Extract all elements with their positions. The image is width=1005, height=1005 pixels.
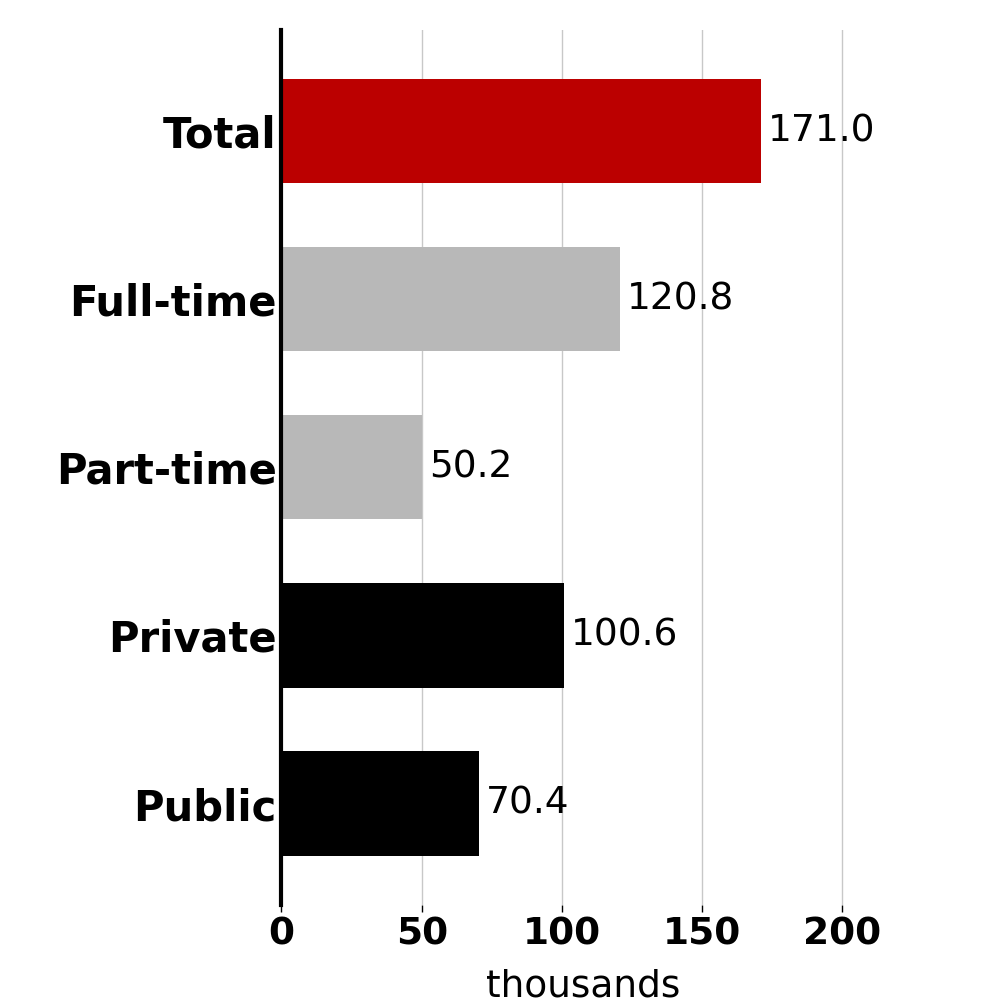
Bar bbox=[281, 415, 422, 520]
Text: 50.2: 50.2 bbox=[429, 449, 513, 485]
Text: 70.4: 70.4 bbox=[485, 786, 570, 822]
Bar bbox=[281, 583, 564, 687]
Bar bbox=[281, 247, 620, 352]
Text: 120.8: 120.8 bbox=[627, 281, 735, 318]
X-axis label: thousands: thousands bbox=[485, 969, 680, 1005]
Bar bbox=[281, 79, 761, 183]
Text: 171.0: 171.0 bbox=[768, 113, 875, 149]
Bar bbox=[281, 752, 478, 855]
Text: 100.6: 100.6 bbox=[571, 617, 678, 653]
